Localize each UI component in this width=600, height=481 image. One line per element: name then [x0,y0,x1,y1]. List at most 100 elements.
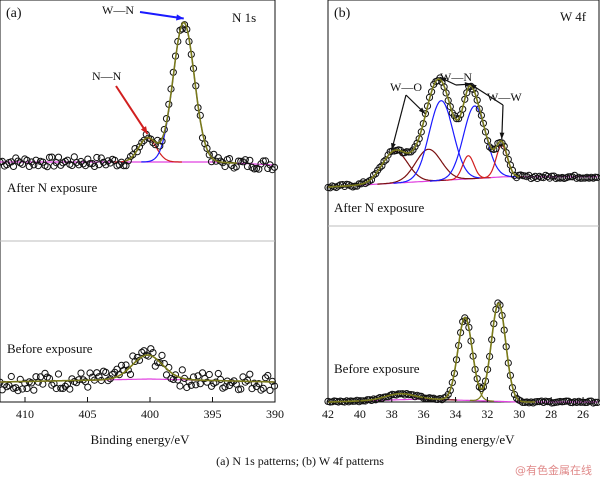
data-point [234,157,243,165]
data-point [84,383,92,391]
peak-annotation-label: N—N [92,69,122,83]
data-point [367,176,376,184]
data-point [203,144,211,152]
data-point [41,369,49,377]
panel-a-frame [0,0,276,403]
data-point [243,376,252,384]
data-point [411,143,419,151]
peak-annotation-label: W—N [440,70,472,84]
data-point [255,380,263,388]
annotation-arrowhead [391,142,396,150]
data-point [7,158,15,166]
data-point [500,142,508,150]
data-point [99,158,108,166]
data-point [363,178,371,186]
data-point [90,162,99,170]
panel-b-w4f: (b) W 4f After N exposure Before exposur… [322,0,600,447]
data-point [147,135,155,143]
data-point [378,162,386,170]
data-point [162,371,171,379]
data-point [376,163,384,172]
x-tick-label: 34 [450,407,462,421]
data-point [203,378,211,386]
data-point [9,162,18,170]
peak-annotation-label: W—O [390,80,422,94]
data-point [169,375,177,384]
data-point [104,157,112,165]
panel-b-label: (b) [334,6,351,21]
data-point [57,384,65,392]
annotation-arrowhead [439,77,447,83]
data-point [259,384,267,392]
panel-b-spectrum-2-label: Before exposure [334,361,420,376]
annotation-arrowhead [418,107,426,114]
data-point [353,182,361,190]
data-point [270,382,279,390]
data-point [138,139,146,147]
data-point [246,370,254,378]
annotation-arrowhead [469,83,477,90]
data-point [59,384,67,393]
data-point [14,387,22,395]
annotation-arrow [115,85,149,135]
data-point [205,370,213,379]
data-point [27,379,36,387]
data-point [225,155,234,163]
x-tick-label: 395 [204,407,222,421]
data-point [216,375,225,384]
data-point [444,390,452,398]
x-tick-label: 405 [79,407,97,421]
component-peak [429,105,520,182]
data-point [30,386,38,394]
x-tick-label: 36 [418,407,430,421]
annotation-arrowhead [464,82,472,87]
data-point [591,398,599,406]
x-tick-label: 400 [141,407,159,421]
data-point [102,368,110,376]
data-point [382,156,390,164]
data-point [158,351,166,359]
data-point [93,153,101,162]
x-tick-label: 32 [481,407,493,421]
data-point [185,377,193,385]
component-peak [377,148,480,185]
annotation-arrowhead [176,14,184,21]
component-peak [393,100,489,184]
data-point [214,369,222,378]
data-point [370,171,378,179]
annotation-arrowhead [140,126,148,134]
panel-b-frame [327,0,600,403]
panel-b-spectrum-1-label: After N exposure [334,200,424,215]
data-point [196,380,204,388]
data-point [126,152,135,161]
data-point [257,386,265,394]
data-point [54,370,63,378]
panel-b-title: W 4f [560,9,587,24]
data-point [210,150,218,158]
data-point [261,374,270,382]
annotation-arrow [139,11,184,20]
data-point [187,381,195,389]
data-point [192,381,200,389]
data-point [54,153,63,161]
data-point [593,173,600,182]
data-point [176,382,184,390]
data-point [156,359,164,367]
data-point [102,161,110,169]
data-point [477,384,485,393]
data-point [120,162,128,170]
data-point [178,366,186,374]
component-peak [445,155,491,181]
data-point [475,383,483,391]
data-point [183,383,191,392]
data-point [36,373,45,381]
peak-annotation-label: W—W [487,90,522,104]
data-point [0,158,4,166]
x-tick-label: 42 [322,407,334,421]
x-tick-label: 26 [577,407,589,421]
data-point [149,349,157,357]
data-point [23,156,31,164]
data-point [81,162,90,170]
data-point [261,157,270,165]
x-tick-label: 38 [386,407,398,421]
